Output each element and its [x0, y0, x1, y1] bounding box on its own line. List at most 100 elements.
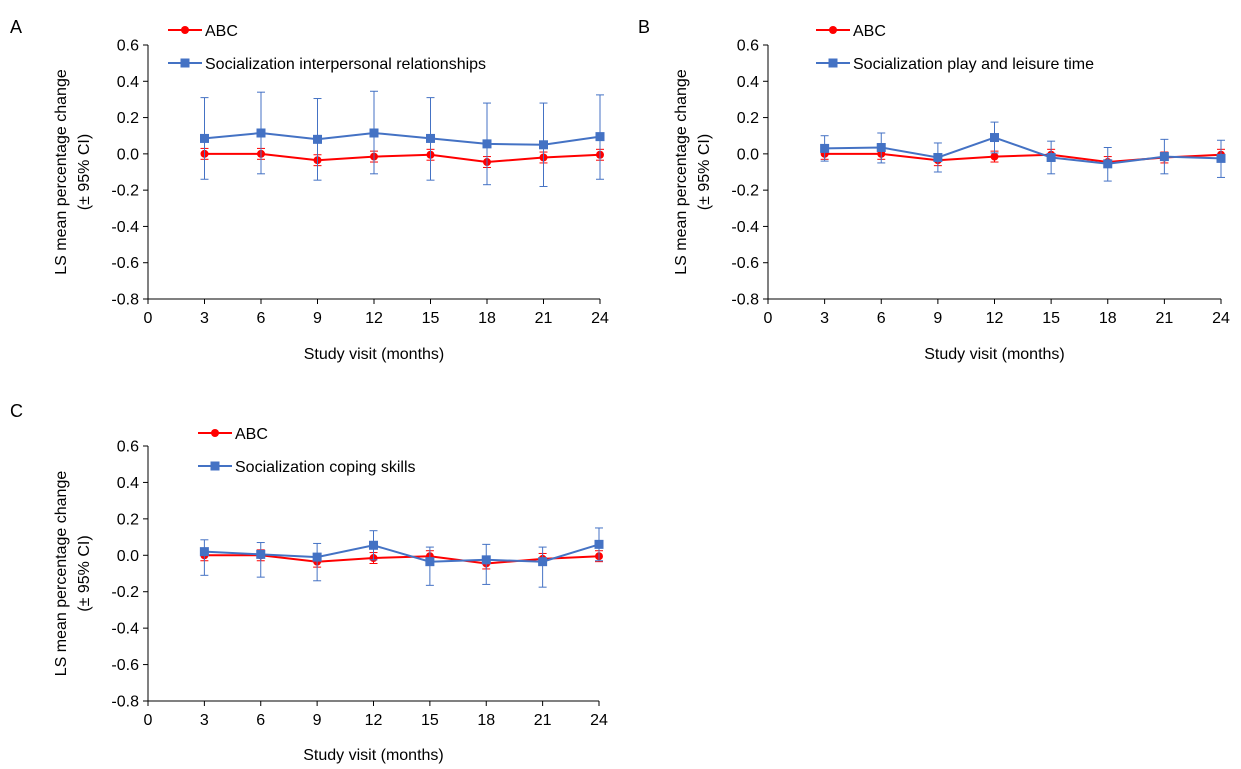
panel-c-data-point [312, 552, 322, 562]
panel-c-error-bar [200, 539, 209, 576]
panel-c-y-axis-subtitle: (± 95% CI) [76, 535, 93, 611]
panel-a-y-tick-label: 0.4 [117, 74, 139, 91]
panel-b-y-tick-label: 0.2 [737, 110, 759, 127]
panel-a-x-tick-label: 18 [478, 310, 496, 327]
panel-c-x-tick-label: 18 [477, 712, 495, 729]
panel-c-x-tick-label: 0 [144, 712, 153, 729]
legend-marker [210, 461, 220, 471]
panel-b: B -0.8 -0.6 -0.4 -0.2 0.0 0.2 0.4 0.6 0 3 6 9 12 15 18 2… [638, 17, 1230, 363]
panel-a-y-tick-label: -0.2 [111, 183, 139, 200]
panel-b-data-point [990, 133, 999, 143]
panel-b-x-tick-label: 6 [877, 310, 886, 327]
panel-c-y-tick-label: -0.2 [111, 584, 139, 601]
panel-a-series-line [204, 152, 601, 164]
panel-a-y-tick-label: -0.8 [111, 292, 139, 309]
panel-a-y-tick-label: 0.0 [117, 146, 139, 163]
panel-a-y-axis-title: LS mean percentage change [53, 69, 70, 275]
panel-b-data-point [876, 143, 886, 153]
legend-item: ABC [168, 23, 238, 40]
panel-c-data-point [199, 547, 209, 557]
panel-b-series-socialization [820, 121, 1226, 182]
panel-a-x-tick-label: 15 [422, 310, 440, 327]
panel-a-data-point [200, 133, 209, 143]
panel-c-error-bar [425, 546, 434, 586]
panel-c-data-point [425, 557, 435, 567]
panel-c-error-bar [538, 546, 547, 588]
panel-a-y-axis-subtitle: (± 95% CI) [76, 134, 93, 210]
legend-item: Socialization coping skills [198, 459, 416, 476]
legend-label: ABC [205, 23, 238, 40]
panel-a-data-point [539, 140, 548, 150]
panel-c: C -0.8 -0.6 -0.4 -0.2 0.0 0.2 0.4 0.6 0 3 6 9 12 15 18 2… [10, 401, 608, 764]
panel-c-x-tick-label: 24 [590, 712, 608, 729]
panel-a-x-tick-label: 24 [591, 310, 609, 327]
panel-c-legend: ABC Socialization coping skills [198, 426, 416, 476]
panel-c-error-bar [256, 542, 265, 578]
legend-marker [180, 58, 190, 68]
panel-c-data-point [538, 557, 548, 567]
panel-b-data-point [820, 143, 830, 153]
panel-a-letter: A [10, 17, 22, 37]
panel-a-x-axis-title: Study visit (months) [304, 346, 444, 363]
panel-c-x-tick-label: 9 [313, 712, 322, 729]
panel-a-y-tick-label: 0.6 [117, 38, 139, 55]
panel-b-data-point [1103, 159, 1113, 169]
panel-c-x-tick-label: 6 [256, 712, 265, 729]
legend-label: Socialization play and leisure time [853, 56, 1094, 73]
panel-c-letter: C [10, 401, 23, 421]
legend-item: ABC [816, 23, 886, 40]
panel-c-y-tick-label: 0.2 [117, 511, 139, 528]
panel-c-x-tick-label: 12 [365, 712, 383, 729]
panel-c-data-point [369, 540, 378, 550]
panel-c-y-tick-label: -0.6 [111, 657, 139, 674]
panel-a-data-point [369, 128, 379, 138]
panel-c-x-tick-label: 21 [534, 712, 552, 729]
panel-b-y-tick-label: 0.4 [737, 74, 759, 91]
legend-marker [828, 58, 838, 68]
panel-a-x-tick-label: 12 [365, 310, 383, 327]
panel-c-data-point [256, 549, 266, 559]
panel-a-x-tick-label: 9 [313, 310, 322, 327]
panel-b-legend: ABC Socialization play and leisure time [816, 23, 1094, 73]
panel-a-x-tick-label: 3 [200, 310, 209, 327]
legend-item: ABC [198, 426, 268, 443]
legend-label: Socialization interpersonal relationship… [205, 56, 486, 73]
panel-b-y-tick-label: 0.0 [737, 146, 759, 163]
panel-b-x-tick-label: 18 [1099, 310, 1117, 327]
panel-b-x-tick-label: 24 [1212, 310, 1230, 327]
panel-c-y-tick-label: 0.6 [117, 439, 139, 456]
panel-c-error-bar [482, 543, 491, 585]
panel-b-x-tick-label: 15 [1042, 310, 1060, 327]
panel-b-x-tick-label: 0 [764, 310, 773, 327]
panel-c-x-tick-label: 15 [421, 712, 439, 729]
legend-label: Socialization coping skills [235, 459, 416, 476]
panel-c-series-socialization [199, 527, 604, 588]
panel-a-data-point [482, 139, 492, 149]
panel-b-x-tick-label: 21 [1155, 310, 1173, 327]
panel-a-series-line [204, 131, 601, 146]
panel-c-series-line [204, 543, 600, 563]
panel-b-x-axis-title: Study visit (months) [924, 346, 1064, 363]
panel-c-y-tick-label: 0.4 [117, 475, 139, 492]
panel-b-x-tick-label: 9 [933, 310, 942, 327]
legend-marker [181, 26, 189, 34]
legend-label: ABC [853, 23, 886, 40]
panel-b-x-tick-label: 3 [820, 310, 829, 327]
panel-c-y-tick-label: 0.0 [117, 548, 139, 565]
panel-b-data-point [1046, 152, 1056, 162]
panel-b-data-point [1159, 152, 1169, 162]
panel-b-y-tick-label: -0.6 [731, 255, 759, 272]
panel-a-x-tick-label: 0 [144, 310, 153, 327]
legend-label: ABC [235, 426, 268, 443]
panel-b-letter: B [638, 17, 650, 37]
legend-marker [829, 26, 837, 34]
panel-c-data-point [594, 539, 604, 549]
panel-c-y-axis-title: LS mean percentage change [53, 471, 70, 677]
panel-b-y-tick-label: 0.6 [737, 38, 759, 55]
panel-c-y-tick-label: -0.4 [111, 621, 139, 638]
legend-marker [211, 429, 219, 437]
panel-a-legend: ABC Socialization interpersonal relations… [168, 23, 486, 73]
panel-a-data-point [313, 134, 322, 144]
panel-b-data-point [990, 152, 999, 161]
panel-b-y-tick-label: -0.8 [731, 292, 759, 309]
